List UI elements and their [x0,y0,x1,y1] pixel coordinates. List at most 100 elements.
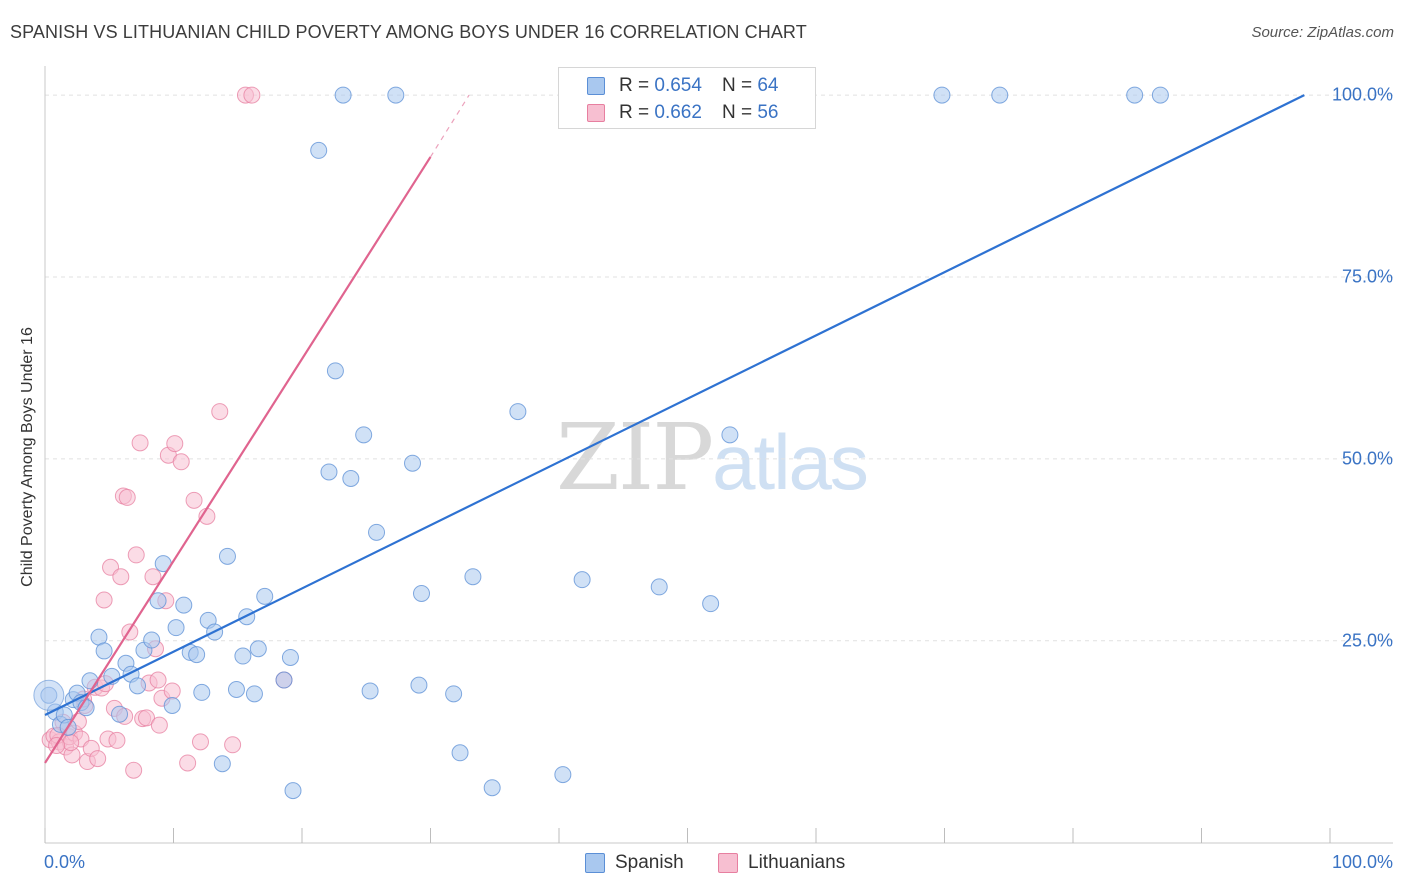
correlation-legend: R = 0.654 N = 64 R = 0.662 N = 56 [558,67,816,129]
spanish-point [193,683,211,701]
spanish-point [143,631,161,649]
legend-row-lithuanians: R = 0.662 N = 56 [619,101,778,125]
lithuanian-point [172,453,190,471]
spanish-point [218,547,236,565]
y-tick-label: 50.0% [1341,448,1393,469]
lithuanians-trendline-extension [429,94,470,158]
series-legend-lithuanians: Lithuanians [718,852,845,874]
chart-source: Source: ZipAtlas.com [1251,24,1394,41]
watermark-atlas: atlas [712,418,869,506]
lithuanian-point [118,488,136,506]
lithuanian-point [89,750,107,768]
spanish-point [464,568,482,586]
spanish-point [483,779,501,797]
legend-swatch-spanish [587,77,605,95]
spanish-point [129,677,147,695]
x-tick-label: 100.0% [1331,852,1393,872]
spanish-point [245,685,263,703]
y-tick-label: 100.0% [1331,84,1393,105]
y-tick-label: 75.0% [1341,266,1393,287]
series-legend-spanish: Spanish [585,852,684,874]
legend-n-spanish: 64 [757,75,779,96]
spanish-point [213,755,231,773]
lithuanian-point [127,546,145,564]
spanish-point [355,426,373,444]
series-name-lithuanians: Lithuanians [748,852,846,873]
spanish-point [554,766,572,784]
spanish-point [413,584,431,602]
lithuanian-point [131,434,149,452]
lithuanian-point [185,491,203,509]
lithuanian-point [166,435,184,453]
spanish-point [445,685,463,703]
spanish-point [573,571,591,589]
lithuanian-point [62,734,80,752]
spanish-point [361,682,379,700]
lithuanian-point [150,716,168,734]
lithuanian-point [95,591,113,609]
lithuanian-point [149,671,167,689]
spanish-point [991,86,1009,104]
spanish-point [249,640,267,658]
series-swatch-spanish [585,853,605,873]
spanish-point [650,578,668,596]
spanish-point [320,463,338,481]
spanish-point [410,676,428,694]
legend-r-spanish: 0.654 [654,75,702,96]
spanish-point [404,454,422,472]
legend-row-spanish: R = 0.654 N = 64 [619,74,778,98]
spanish-points [33,86,1169,800]
spanish-point [81,672,99,690]
spanish-point [1151,86,1169,104]
spanish-point [149,592,167,610]
legend-n-lithuanians: 56 [757,102,779,123]
lithuanian-point [144,568,162,586]
spanish-point [451,744,469,762]
gridlines [45,94,1393,642]
spanish-point [326,362,344,380]
spanish-point [509,403,527,421]
legend-r-label: R = [619,75,650,96]
spanish-point [702,595,720,613]
lithuanian-point [112,568,130,586]
legend-swatch-lithuanians [587,104,605,122]
spanish-point [387,86,405,104]
chart-title: SPANISH VS LITHUANIAN CHILD POVERTY AMON… [10,22,807,42]
legend-r-lithuanians: 0.662 [654,102,702,123]
legend-n-label: N = [721,75,753,96]
spanish-point [284,782,302,800]
trendlines [44,94,1305,764]
spanish-point [334,86,352,104]
legend-n-label: N = [721,102,753,123]
spanish-point [368,523,386,541]
axes [44,66,1393,844]
spanish-trendline [44,94,1305,716]
lithuanian-point [163,682,181,700]
lithuanians-trendline [44,156,432,764]
spanish-point [33,679,65,711]
lithuanian-point [211,403,229,421]
lithuanian-point [138,709,156,727]
spanish-point [175,596,193,614]
lithuanian-point [191,733,209,751]
spanish-point [256,587,274,605]
spanish-point [342,470,360,488]
spanish-point [163,696,181,714]
y-tick-label: 25.0% [1341,630,1393,651]
lithuanian-point [224,736,242,754]
lithuanian-point [179,754,197,772]
lithuanian-point [108,731,126,749]
spanish-point [310,141,328,159]
series-name-spanish: Spanish [615,852,684,873]
spanish-point [1126,86,1144,104]
spanish-point [933,86,951,104]
watermark-zip: ZIP [556,404,714,511]
spanish-point [167,619,185,637]
spanish-point [95,642,113,660]
spanish-point [111,705,129,723]
x-tick-label: 0.0% [44,852,86,872]
lithuanian-point [243,86,261,104]
spanish-point [721,426,739,444]
series-swatch-lithuanians [718,853,738,873]
